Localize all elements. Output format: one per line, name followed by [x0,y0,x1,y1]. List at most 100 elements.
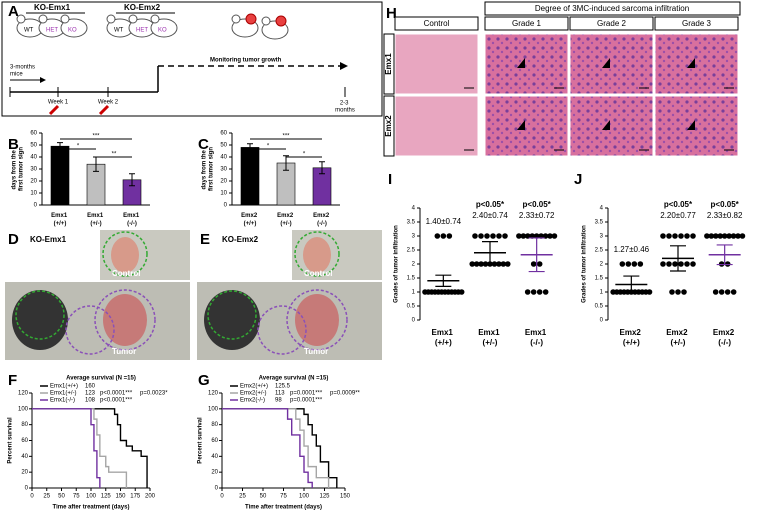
dot [478,261,484,267]
legend-median: 123 [85,391,96,397]
column-box [394,16,479,31]
significance-label: * [77,144,80,150]
y-tick-label: 2.5 [407,248,416,254]
x-tick-label: Emx1 (+/+) [432,328,456,347]
y-tick-label: 30 [220,167,227,173]
histology-image [484,95,569,157]
panel-label: B [8,136,19,153]
arrowhead-marker [517,58,525,68]
survival-line [222,408,338,488]
arrowhead [340,62,348,70]
y-tick-label: 2.5 [595,248,604,254]
y-tick-label: 60 [211,438,218,444]
chart-title: Average survival (N =15) [259,376,329,382]
dot [690,233,696,239]
arrowhead-marker [602,120,610,130]
y-tick-label: 1 [600,290,604,296]
dot [496,233,502,239]
dot [681,289,687,295]
y-tick-label: 80 [21,422,28,428]
dot [472,233,478,239]
y-tick-label: 0 [34,203,38,209]
y-axis-label: Percent survival [8,417,14,464]
legend-p: p<0.0001*** [100,391,133,397]
x-tick-label: 150 [115,494,126,500]
x-tick-label: Emx1 (-/-) [525,328,549,347]
y-tick-label: 60 [220,131,227,137]
dot [504,261,511,267]
significance-label: *** [282,134,290,140]
dot [669,289,675,295]
x-tick-label: Emx2 (-/-) [313,213,331,227]
syringe [98,104,110,116]
dot [678,261,684,267]
dot [646,289,653,295]
dot [708,233,715,239]
y-tick-label: 2 [412,262,416,268]
y-tick-label: 100 [208,406,219,412]
y-tick-label: 20 [21,470,28,476]
histology-image [394,33,479,95]
circle-outline [294,231,340,277]
survival-line [222,408,313,488]
legend-median: 160 [85,384,96,390]
x-tick-label: 175 [130,494,141,500]
mouse-label: WT [24,28,34,34]
row-box [383,95,395,157]
dot [619,261,626,267]
error-bar [670,245,686,272]
dot [547,233,553,239]
arrowhead-marker [687,120,695,130]
y-axis-label: days from the first tumor sign [201,147,214,191]
dot [490,233,496,239]
dot [440,233,447,239]
histology-image [394,95,479,157]
dot [735,233,741,239]
dot [690,261,696,267]
dot [712,289,719,295]
dot [484,233,490,239]
syringe [48,104,60,116]
stat-label: 1.40±0.74 [426,217,462,226]
x-tick-label: Emx2 (+/-) [666,328,690,347]
y-tick-label: 4 [600,206,604,212]
y-tick-label: 50 [30,143,37,149]
y-tick-label: 60 [21,438,28,444]
x-axis-label: Time after treatment (days) [245,505,322,511]
x-tick-label: 0 [30,494,34,500]
x-tick-label: 100 [299,494,310,500]
legend-median: 108 [85,398,96,404]
error-bar [716,244,733,266]
x-tick-label: 200 [145,494,156,500]
arrowhead [40,77,46,83]
dot [458,289,465,295]
legend-median: 113 [275,391,285,397]
dot [730,233,737,239]
y-tick-label: 1.5 [595,276,604,282]
dot [730,289,737,295]
error-bar [435,274,452,287]
dot [704,233,710,239]
x-axis-label: Time after treatment (days) [53,505,130,511]
circle-outline [257,305,307,355]
circle-outline [15,290,65,340]
y-axis-label: days from the first tumor sign [11,147,24,191]
dot [631,261,638,267]
column-label: Grade 3 [682,19,711,28]
y-tick-label: 20 [220,179,227,185]
dot [542,289,549,295]
mouse-body [60,18,88,38]
control-tissue [111,237,139,273]
dot [530,261,537,267]
significance-label: *** [92,134,100,140]
stat-label: 2.40±0.74 [472,211,508,220]
panel-label: G [198,372,210,389]
error-bar [319,161,325,175]
y-axis-label: Grades of tumor infiltration [582,225,588,303]
x-tick-label: 150 [340,494,351,500]
p-label: p<0.05* [711,200,740,209]
dot [500,261,507,267]
legend-median: 98 [275,398,282,404]
y-tick-label: 0 [215,486,219,492]
panel-label: C [198,136,209,153]
